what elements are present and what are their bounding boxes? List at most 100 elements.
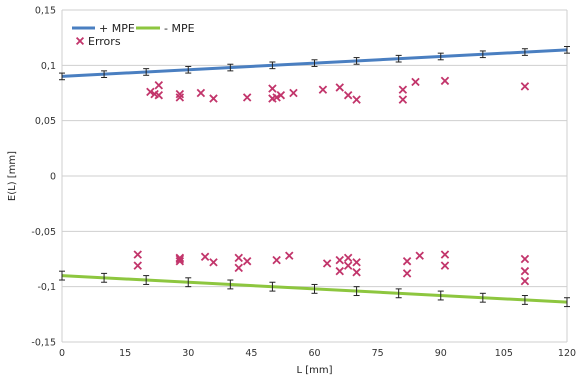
error-point-stroke [415,251,424,260]
x-tick-labels: 0 15 30 45 60 75 90 105 120 [59,348,576,359]
error-point [343,253,353,263]
error-point [154,90,164,100]
error-point-stroke [268,84,277,93]
error-point [318,85,328,94]
error-point [440,250,450,259]
error-point-stroke [175,89,185,99]
x-tick-label: 75 [372,348,384,359]
error-point [272,93,281,102]
error-point [352,268,361,277]
error-point-stroke [209,94,218,103]
legend-label-minus-mpe: - MPE [164,22,195,35]
error-point [242,256,252,266]
legend-label-errors: Errors [88,35,121,48]
error-point-stroke [343,90,353,100]
x-tick-label: 60 [308,348,320,359]
error-point [289,88,298,98]
error-point [335,255,344,265]
error-point-stroke [440,261,450,270]
error-point [343,90,353,100]
error-point [440,76,450,86]
error-point-stroke [411,77,420,87]
error-point [196,88,206,98]
error-point [209,94,218,103]
error-point [175,256,185,266]
error-point [272,255,281,265]
error-point [175,93,185,102]
error-point [520,276,530,286]
error-point-stroke [520,266,530,276]
error-point [234,253,243,263]
error-point-stroke [200,252,210,262]
error-point [234,263,243,273]
error-point-stroke [146,87,155,97]
error-point [268,84,277,93]
error-point [133,250,142,259]
error-point-stroke [154,90,164,100]
y-axis-title: E(L) [mm] [7,151,18,201]
x-tick-label: 30 [182,348,194,359]
y-tick-label: 0,1 [41,61,56,72]
error-point-stroke [285,251,294,260]
error-point [154,81,164,90]
x-tick-label: 0 [59,348,65,359]
error-point-stroke [343,253,353,263]
y-tick-label: 0,15 [35,6,56,17]
error-point-stroke [402,256,412,266]
x-tick-label: 120 [558,348,576,359]
error-point-stroke [440,250,450,259]
error-point [352,95,361,104]
error-point-stroke [335,83,344,92]
x-tick-label: 45 [245,348,257,359]
error-point [175,89,185,99]
error-point [402,269,412,278]
error-point-stroke [242,256,252,266]
error-point [335,83,344,92]
error-point [209,258,218,267]
y-tick-labels: 0,15 0,1 0,05 0 -0,05 -0,1 -0,15 [31,6,56,349]
error-point-stroke [272,93,281,102]
error-point-stroke [154,81,164,90]
error-point-stroke [242,93,252,102]
error-point-stroke [335,255,344,265]
error-point-stroke [520,254,530,264]
error-point-stroke [318,85,328,94]
error-point-stroke [234,253,243,263]
error-point [343,261,353,270]
error-point-stroke [352,95,361,104]
y-tick-label: -0,15 [31,338,56,349]
error-point-stroke [520,82,530,91]
error-point [411,77,420,87]
error-point [398,95,408,104]
error-point [276,90,286,100]
error-point-stroke [133,250,142,259]
y-tick-label: -0,05 [31,227,56,238]
x-tick-label: 105 [495,348,513,359]
error-point [440,261,450,270]
error-point-stroke [150,89,159,99]
error-point [242,93,252,102]
error-point [175,254,185,264]
error-point-stroke [520,276,530,286]
legend-label-plus-mpe: + MPE [99,22,135,35]
x-tick-label: 90 [435,348,447,359]
error-point-stroke [398,95,408,104]
y-tick-label: 0 [50,172,56,183]
error-point [133,261,142,270]
error-point [520,266,530,276]
error-point-stroke [133,261,142,270]
error-point [322,259,332,268]
legend-swatch-errors [75,36,85,46]
y-tick-label: 0,05 [35,116,56,127]
error-point [335,266,344,276]
error-point [415,251,424,260]
error-point [352,258,361,267]
error-point-stroke [272,255,281,265]
error-point-stroke [175,256,185,266]
error-point-stroke [234,263,243,273]
x-tick-label: 15 [119,348,131,359]
error-point-stroke [175,93,185,102]
error-point-stroke [196,88,206,98]
error-point [520,82,530,91]
